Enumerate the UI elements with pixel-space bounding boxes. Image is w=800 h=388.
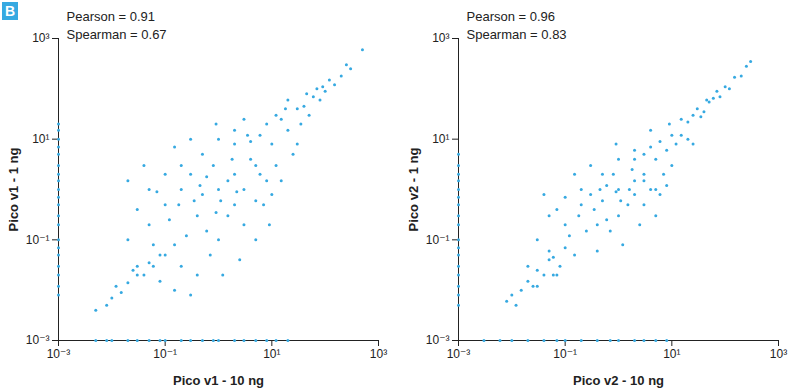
- svg-text:Pearson = 0.91Spearman = 0.67: Pearson = 0.91Spearman = 0.67: [67, 9, 167, 42]
- svg-text:10⁻¹: 10⁻¹: [153, 347, 177, 361]
- svg-text:10¹: 10¹: [432, 132, 449, 146]
- svg-text:10¹: 10¹: [32, 132, 49, 146]
- svg-text:10⁻³: 10⁻³: [26, 333, 50, 347]
- svg-text:Pearson = 0.96Spearman = 0.83: Pearson = 0.96Spearman = 0.83: [467, 9, 567, 42]
- svg-text:10³: 10³: [32, 31, 49, 45]
- svg-text:10³: 10³: [370, 347, 387, 361]
- svg-text:10⁻¹: 10⁻¹: [426, 233, 450, 247]
- svg-text:Pico v1 - 1 ng: Pico v1 - 1 ng: [6, 148, 21, 232]
- svg-text:10³: 10³: [432, 31, 449, 45]
- svg-text:10⁻³: 10⁻³: [47, 347, 71, 361]
- svg-text:10¹: 10¹: [263, 347, 280, 361]
- html-text:B: B: [4, 3, 16, 19]
- svg-text:10¹: 10¹: [663, 347, 680, 361]
- svg-text:10⁻³: 10⁻³: [447, 347, 471, 361]
- svg-text:10³: 10³: [770, 347, 787, 361]
- svg-text:Pico v1 - 10 ng: Pico v1 - 10 ng: [173, 373, 264, 388]
- svg-text:10⁻¹: 10⁻¹: [553, 347, 577, 361]
- svg-text:10⁻¹: 10⁻¹: [26, 233, 50, 247]
- svg-text:Pico v2 - 10 ng: Pico v2 - 10 ng: [573, 373, 664, 388]
- svg-text:Pico v2 - 1 ng: Pico v2 - 1 ng: [406, 148, 421, 232]
- svg-text:10⁻³: 10⁻³: [426, 333, 450, 347]
